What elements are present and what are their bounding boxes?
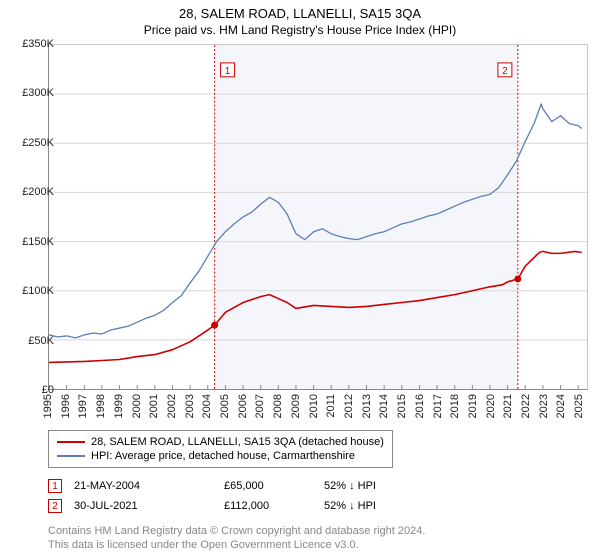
x-tick-label: 2006 bbox=[237, 394, 249, 418]
x-tick-label: 2001 bbox=[148, 394, 160, 418]
x-tick-label: 2012 bbox=[343, 394, 355, 418]
chart-title: 28, SALEM ROAD, LLANELLI, SA15 3QA bbox=[0, 0, 600, 21]
event-delta: 52% ↓ HPI bbox=[324, 500, 444, 512]
x-tick-label: 2007 bbox=[254, 394, 266, 418]
x-tick-label: 1996 bbox=[60, 394, 72, 418]
attribution: Contains HM Land Registry data © Crown c… bbox=[48, 524, 568, 553]
chart-subtitle: Price paid vs. HM Land Registry's House … bbox=[0, 21, 600, 41]
x-tick-label: 2019 bbox=[467, 394, 479, 418]
legend-swatch bbox=[57, 455, 85, 457]
event-marker: 1 bbox=[48, 479, 62, 493]
attribution-line2: This data is licensed under the Open Gov… bbox=[48, 538, 568, 552]
legend-swatch bbox=[57, 441, 85, 443]
x-tick-label: 2003 bbox=[184, 394, 196, 418]
x-tick-label: 2008 bbox=[272, 394, 284, 418]
x-tick-label: 2017 bbox=[432, 394, 444, 418]
x-tick-label: 2024 bbox=[555, 394, 567, 418]
chart-svg: 12 bbox=[49, 45, 587, 389]
svg-text:1: 1 bbox=[225, 66, 231, 77]
legend-label: 28, SALEM ROAD, LLANELLI, SA15 3QA (deta… bbox=[91, 436, 384, 448]
y-tick-label: £150K bbox=[8, 236, 54, 248]
plot-area: 12 bbox=[48, 44, 588, 390]
y-tick-label: £350K bbox=[8, 38, 54, 50]
x-tick-label: 2025 bbox=[573, 394, 585, 418]
x-tick-label: 2023 bbox=[538, 394, 550, 418]
x-tick-label: 2004 bbox=[201, 394, 213, 418]
x-tick-label: 2011 bbox=[325, 394, 337, 418]
x-tick-label: 2013 bbox=[361, 394, 373, 418]
x-tick-label: 2009 bbox=[290, 394, 302, 418]
x-tick-label: 1995 bbox=[42, 394, 54, 418]
y-tick-label: £50K bbox=[8, 335, 54, 347]
legend-label: HPI: Average price, detached house, Carm… bbox=[91, 450, 355, 462]
event-date: 21-MAY-2004 bbox=[74, 480, 224, 492]
x-tick-label: 2010 bbox=[308, 394, 320, 418]
y-tick-label: £300K bbox=[8, 87, 54, 99]
x-tick-label: 1997 bbox=[77, 394, 89, 418]
event-table: 1 21-MAY-2004£65,00052% ↓ HPI 2 30-JUL-2021… bbox=[48, 476, 568, 516]
attribution-line1: Contains HM Land Registry data © Crown c… bbox=[48, 524, 568, 538]
event-marker: 2 bbox=[48, 499, 62, 513]
x-tick-label: 2016 bbox=[414, 394, 426, 418]
event-delta: 52% ↓ HPI bbox=[324, 480, 444, 492]
x-tick-label: 2022 bbox=[520, 394, 532, 418]
y-tick-label: £250K bbox=[8, 137, 54, 149]
x-tick-label: 2020 bbox=[485, 394, 497, 418]
legend-row: 28, SALEM ROAD, LLANELLI, SA15 3QA (deta… bbox=[57, 435, 384, 449]
legend-row: HPI: Average price, detached house, Carm… bbox=[57, 449, 384, 463]
legend: 28, SALEM ROAD, LLANELLI, SA15 3QA (deta… bbox=[48, 430, 393, 468]
x-tick-label: 1998 bbox=[95, 394, 107, 418]
svg-text:2: 2 bbox=[502, 66, 508, 77]
y-tick-label: £100K bbox=[8, 285, 54, 297]
event-date: 30-JUL-2021 bbox=[74, 500, 224, 512]
x-tick-label: 1999 bbox=[113, 394, 125, 418]
x-tick-label: 2000 bbox=[131, 394, 143, 418]
y-tick-label: £200K bbox=[8, 186, 54, 198]
x-tick-label: 2018 bbox=[449, 394, 461, 418]
event-row: 2 30-JUL-2021£112,00052% ↓ HPI bbox=[48, 496, 568, 516]
event-price: £112,000 bbox=[224, 500, 324, 512]
x-tick-label: 2002 bbox=[166, 394, 178, 418]
event-price: £65,000 bbox=[224, 480, 324, 492]
x-tick-label: 2014 bbox=[378, 394, 390, 418]
x-tick-label: 2015 bbox=[396, 394, 408, 418]
event-row: 1 21-MAY-2004£65,00052% ↓ HPI bbox=[48, 476, 568, 496]
x-tick-label: 2005 bbox=[219, 394, 231, 418]
x-tick-label: 2021 bbox=[502, 394, 514, 418]
